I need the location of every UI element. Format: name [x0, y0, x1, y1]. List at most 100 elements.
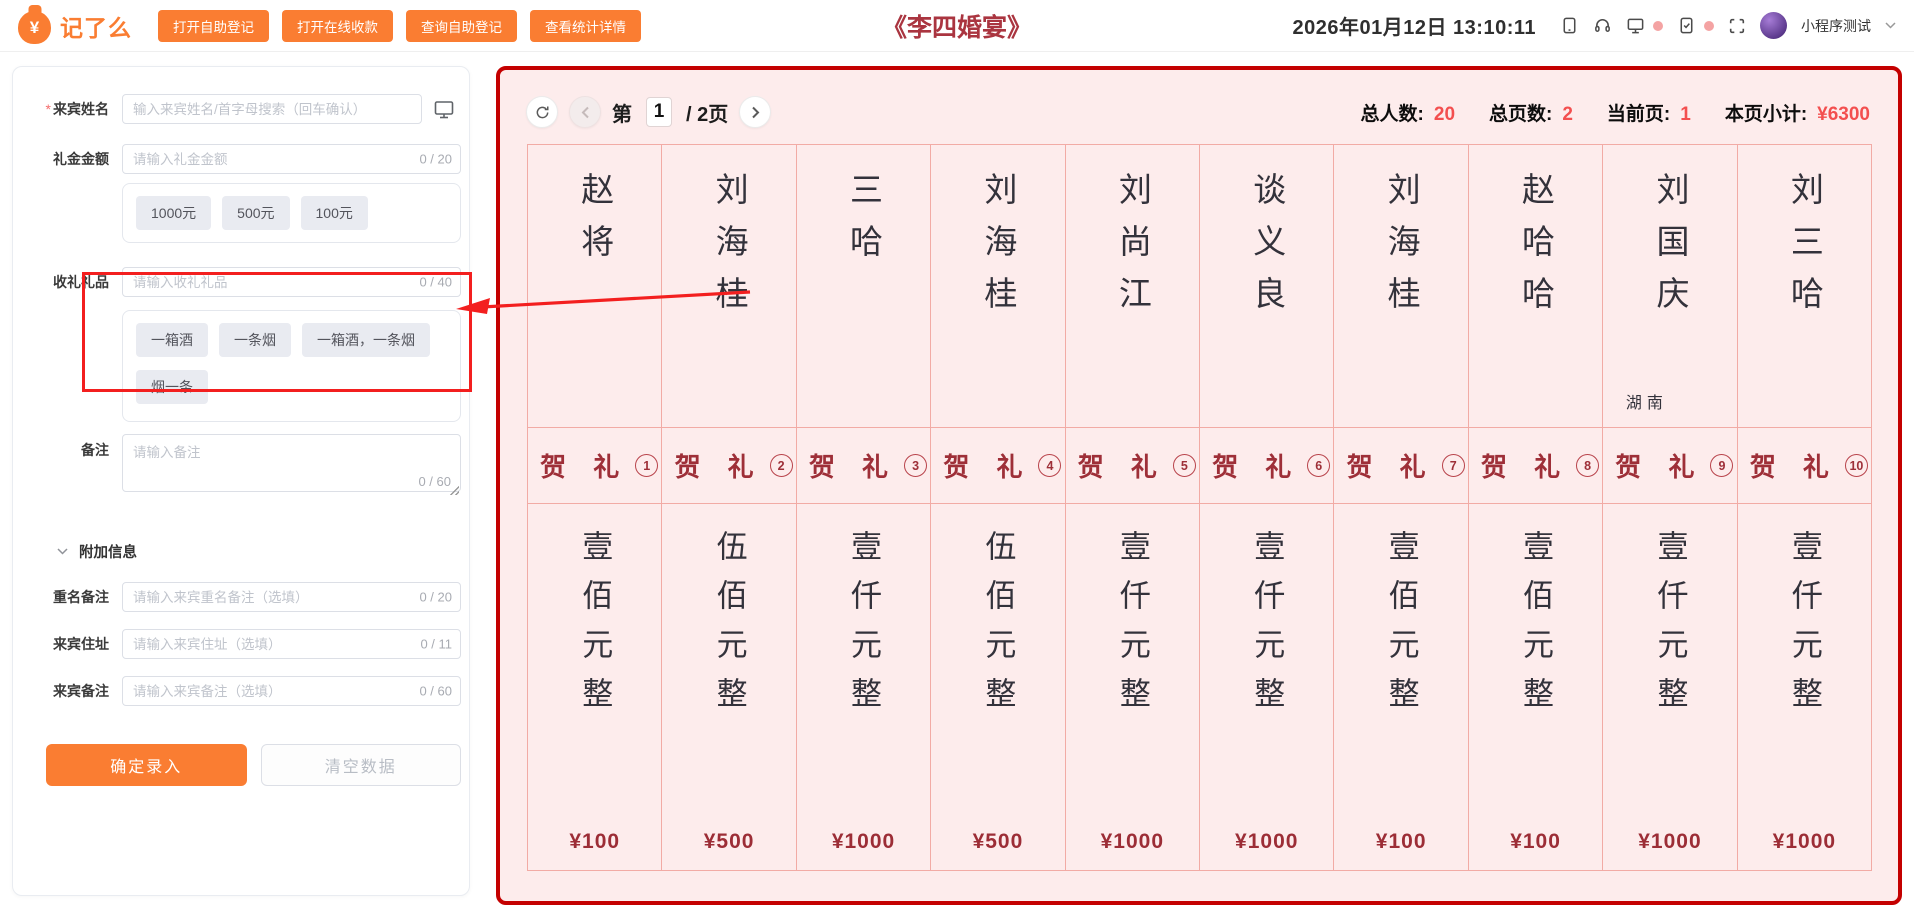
tablet-icon[interactable]: [1560, 16, 1579, 35]
gift-header-cell: 贺 礼 6: [1200, 428, 1334, 504]
gift-number-badge: 5: [1172, 454, 1196, 477]
gift-tag-chip[interactable]: 一条烟: [219, 323, 291, 357]
amount-cell: 壹仟元整 ¥1000: [1603, 504, 1736, 870]
quick-amount-chip-1000[interactable]: 1000元: [136, 196, 212, 230]
datetime-display: 2026年01月12日 13:10:11: [1292, 17, 1536, 39]
guest-name: 刘尚江: [1113, 172, 1153, 328]
amount-value: ¥100: [569, 830, 621, 853]
ledger-column[interactable]: 谈义良 贺 礼 6 壹仟元整 ¥1000: [1200, 145, 1335, 870]
gift-tags-row: 一箱酒 一条烟 一箱酒，一条烟 烟一条: [13, 310, 461, 422]
ledger-column[interactable]: 刘海桂 贺 礼 7 壹佰元整 ¥100: [1334, 145, 1469, 870]
clear-data-button[interactable]: 清空数据: [260, 744, 461, 786]
refresh-icon[interactable]: [526, 96, 558, 128]
guest-name-cell: 赵将: [528, 145, 662, 428]
logo-yen-glyph: ¥: [29, 17, 40, 37]
gift-number-badge: 4: [1038, 454, 1062, 477]
amount-capital-text: 壹仟元整: [1785, 530, 1822, 726]
quick-amount-chip-100[interactable]: 100元: [300, 196, 368, 230]
next-page-icon[interactable]: [739, 96, 772, 128]
current-page-input[interactable]: 1: [646, 97, 672, 127]
gift-tag-chip[interactable]: 烟一条: [136, 370, 208, 404]
gift-header-label: 贺 礼: [1346, 453, 1435, 483]
dup-remark-input[interactable]: [122, 582, 461, 612]
gift-number-badge: 6: [1307, 454, 1331, 477]
display-screen-icon[interactable]: [433, 98, 455, 120]
user-name[interactable]: 小程序测试: [1801, 17, 1871, 34]
amount-value: ¥1000: [1772, 830, 1837, 853]
amount-value: ¥500: [972, 830, 1024, 853]
prev-page-icon[interactable]: [569, 96, 601, 128]
open-self-register-button[interactable]: 打开自助登记: [158, 9, 269, 42]
amount-value: ¥100: [1510, 830, 1561, 853]
remark-textarea[interactable]: [122, 434, 461, 492]
ledger-column[interactable]: 刘三哈 贺 礼 10 壹仟元整 ¥1000: [1737, 145, 1872, 870]
ledger-column[interactable]: 三哈 贺 礼 3 壹仟元整 ¥1000: [796, 145, 932, 870]
app-name: 记了么: [60, 14, 132, 41]
remark-char-counter: 0 / 60: [418, 474, 451, 489]
gift-header-label: 贺 礼: [943, 453, 1032, 483]
gift-number-badge: 3: [904, 454, 928, 477]
ledger-column[interactable]: 赵哈哈 贺 礼 8 壹佰元整 ¥100: [1468, 145, 1604, 870]
amount-capital-text: 伍佰元整: [710, 530, 747, 726]
amount-cell: 壹仟元整 ¥1000: [1200, 504, 1333, 870]
amount-capital-text: 壹仟元整: [1651, 530, 1688, 726]
gift-header-cell: 贺 礼 5: [1065, 428, 1200, 504]
amount-cell: 壹仟元整 ¥1000: [1066, 504, 1199, 870]
view-statistics-button[interactable]: 查看统计详情: [530, 9, 641, 42]
ledger-column[interactable]: 赵将 贺 礼 1 壹佰元整 ¥100: [528, 145, 663, 870]
guest-remark-input[interactable]: [122, 676, 461, 706]
gift-header-label: 贺 礼: [674, 453, 763, 483]
fullscreen-icon[interactable]: [1728, 17, 1746, 35]
resize-handle[interactable]: [448, 484, 459, 495]
guest-name-input[interactable]: [122, 94, 422, 124]
ledger-column[interactable]: 刘海桂 贺 礼 4 伍佰元整 ¥500: [931, 145, 1066, 870]
gift-tag-chip[interactable]: 一箱酒，一条烟: [302, 323, 430, 357]
open-online-payment-button[interactable]: 打开在线收款: [282, 9, 393, 42]
guest-remark-counter: 0 / 60: [419, 683, 452, 699]
entry-form-panel: *来宾姓名 礼金金额 0 / 20 1000元 500元 100元 收礼礼品 0…: [12, 66, 470, 896]
monitor-status-dot: [1653, 20, 1663, 31]
page-suffix: / 2页: [686, 103, 729, 126]
guest-name: 刘海桂: [978, 172, 1018, 328]
amount-char-counter: 0 / 20: [419, 151, 452, 167]
address-counter: 0 / 11: [420, 636, 452, 652]
guest-name-cell: 刘海桂: [662, 145, 796, 428]
gift-header-cell: 贺 礼 1: [528, 428, 662, 504]
query-self-register-button[interactable]: 查询自助登记: [406, 9, 517, 42]
quick-amount-box: 1000元 500元 100元: [122, 183, 461, 243]
monitor-icon[interactable]: [1626, 16, 1645, 35]
guest-name-cell: 三哈: [796, 145, 931, 428]
app-logo: ¥ 记了么: [18, 7, 132, 44]
gift-header-cell: 贺 礼 2: [662, 428, 796, 504]
doc-status-dot: [1704, 20, 1714, 31]
gift-number-badge: 1: [635, 454, 659, 477]
ledger-column[interactable]: 刘国庆 湖南 贺 礼 9 壹仟元整 ¥1000: [1603, 145, 1738, 870]
amount-cell: 壹佰元整 ¥100: [528, 504, 661, 870]
ledger-column[interactable]: 刘尚江 贺 礼 5 壹仟元整 ¥1000: [1065, 145, 1201, 870]
extra-info-toggle[interactable]: 附加信息: [57, 541, 461, 562]
ledger-column[interactable]: 刘海桂 贺 礼 2 伍佰元整 ¥500: [662, 145, 797, 870]
amount-value: ¥100: [1375, 830, 1427, 853]
address-input[interactable]: [122, 629, 461, 659]
gift-amount-input[interactable]: [122, 144, 461, 174]
amount-value: ¥1000: [1235, 830, 1299, 853]
amount-capital-text: 壹佰元整: [576, 530, 613, 726]
gift-header-label: 贺 礼: [1481, 453, 1570, 483]
doc-check-icon[interactable]: [1677, 16, 1696, 35]
guest-name-cell: 刘海桂: [931, 145, 1065, 428]
gift-item-input[interactable]: [122, 267, 461, 297]
chevron-down-icon[interactable]: [1885, 22, 1896, 29]
confirm-entry-button[interactable]: 确定录入: [46, 744, 247, 786]
gift-header-cell: 贺 礼 9: [1603, 428, 1737, 504]
pagination: 第 1 / 2页: [526, 96, 772, 128]
gift-header-label: 贺 礼: [1212, 453, 1301, 483]
chevron-down-icon: [57, 548, 68, 555]
quick-amount-chip-500[interactable]: 500元: [222, 196, 290, 230]
headset-icon[interactable]: [1593, 16, 1612, 35]
gift-tag-chip[interactable]: 一箱酒: [136, 323, 208, 357]
guest-name: 三哈: [844, 172, 884, 276]
amount-capital-text: 壹仟元整: [1113, 530, 1150, 726]
amount-cell: 壹仟元整 ¥1000: [797, 504, 930, 870]
gift-number-badge: 8: [1576, 454, 1600, 477]
user-avatar[interactable]: [1760, 12, 1787, 39]
